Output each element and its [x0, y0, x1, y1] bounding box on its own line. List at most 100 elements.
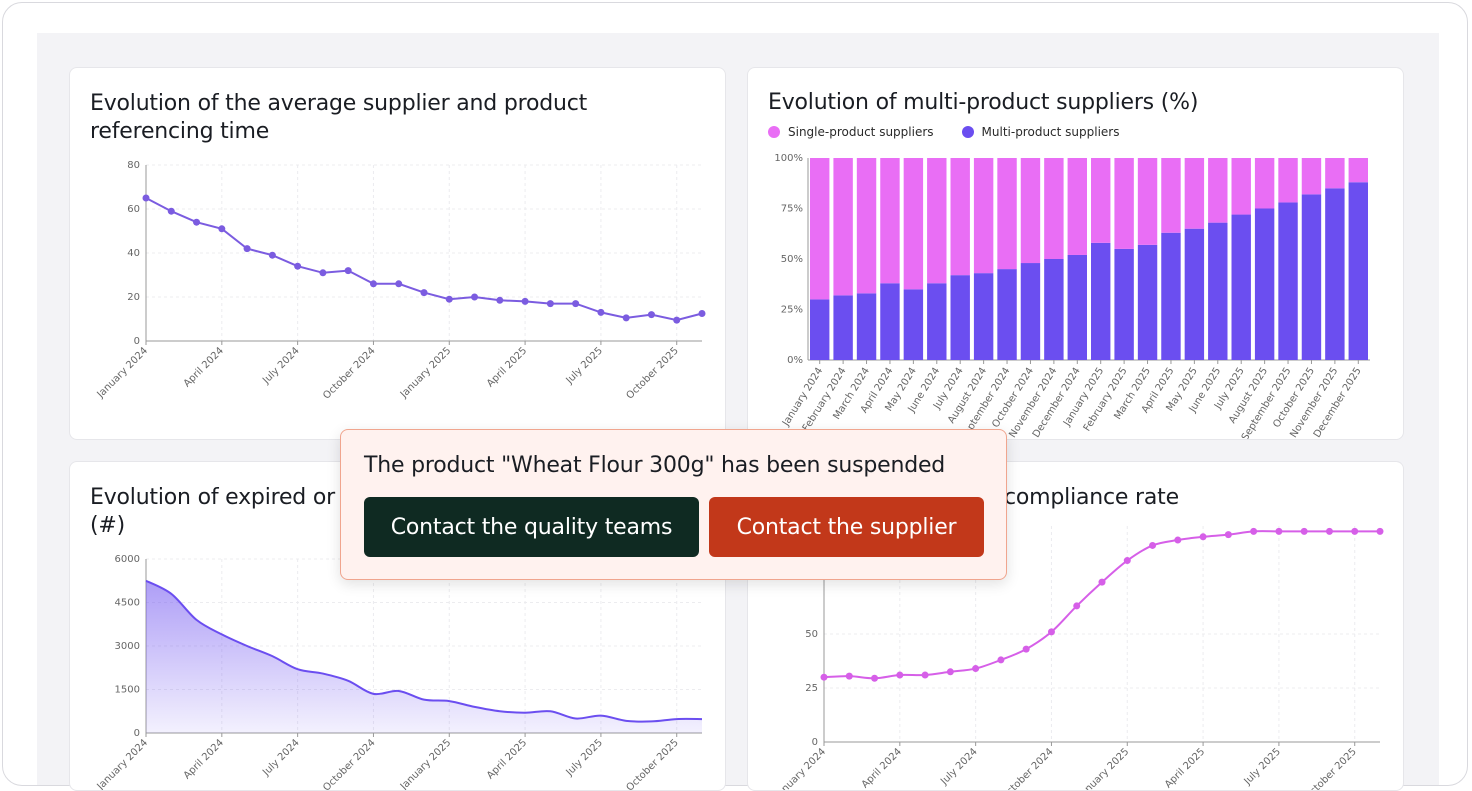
compliance-title: compliance rate: [1004, 485, 1179, 510]
data-point: [820, 673, 828, 681]
data-point: [1275, 527, 1283, 535]
x-tick-label: October 2024: [321, 345, 377, 401]
data-point: [344, 267, 352, 275]
bar-single-product: [1091, 158, 1111, 243]
data-point: [1351, 527, 1359, 535]
data-point: [193, 218, 201, 226]
x-tick-label: July 2025: [564, 345, 605, 386]
y-tick-label: 80: [127, 160, 140, 171]
bar-single-product: [1325, 158, 1345, 189]
bar-single-product: [1254, 158, 1275, 209]
referencing-title-line2: referencing time: [90, 119, 270, 144]
legend-multi-product[interactable]: Multi-product suppliers: [961, 125, 1120, 139]
y-tick-label: 3000: [115, 641, 140, 652]
x-tick-label: October 2025: [1303, 746, 1359, 791]
x-tick-label: April 2025: [485, 737, 529, 781]
bar-multi-product: [833, 295, 853, 360]
bar-multi-product: [1044, 259, 1064, 360]
y-tick-label: 20: [127, 292, 140, 303]
data-point: [921, 671, 929, 679]
data-point: [1098, 578, 1106, 586]
multi-product-title: Evolution of multi-product suppliers (%): [768, 90, 1199, 115]
bar-single-product: [810, 158, 830, 300]
y-tick-label: 100%: [774, 153, 803, 164]
x-tick-label: July 2024: [260, 737, 301, 778]
data-point: [1047, 628, 1055, 636]
x-tick-label: January 2025: [1076, 746, 1132, 791]
data-point: [845, 672, 853, 680]
data-point: [471, 293, 479, 301]
x-tick-label: July 2024: [260, 345, 301, 386]
expired-title-line2: (#): [90, 513, 125, 538]
bar-single-product: [1044, 158, 1064, 259]
data-point: [1149, 541, 1157, 549]
data-point: [1199, 533, 1207, 541]
referencing-title-line1: Evolution of the average supplier and pr…: [90, 91, 588, 116]
legend-multi-dot: [961, 126, 974, 138]
x-tick-label: October 2025: [625, 737, 681, 791]
x-tick-label: January 2025: [398, 737, 454, 791]
data-point: [1073, 602, 1081, 610]
y-tick-label: 40: [127, 248, 140, 259]
legend-single-product[interactable]: Single-product suppliers: [768, 125, 934, 139]
data-point: [268, 251, 276, 259]
bar-multi-product: [1067, 254, 1087, 360]
y-tick-label: 0: [134, 728, 140, 739]
data-point: [647, 311, 655, 319]
bar-multi-product: [1091, 242, 1111, 360]
data-point: [369, 280, 377, 288]
bar-multi-product: [1114, 248, 1134, 360]
data-point: [597, 308, 605, 316]
x-tick-label: July 2025: [564, 737, 605, 778]
bar-single-product: [1208, 158, 1228, 223]
suspension-message: The product "Wheat Flour 300g" has been …: [364, 453, 946, 478]
contact-quality-teams-button[interactable]: Contact the quality teams: [364, 497, 699, 557]
data-point: [496, 296, 504, 304]
multi-product-legend: Single-product suppliers Multi-product s…: [768, 125, 1120, 139]
data-point: [1300, 527, 1308, 535]
y-tick-label: 75%: [781, 204, 803, 215]
data-point: [622, 314, 630, 322]
data-point: [521, 297, 529, 305]
bar-multi-product: [856, 293, 877, 360]
bar-multi-product: [1325, 188, 1345, 360]
data-point: [673, 316, 681, 324]
bar-multi-product: [903, 289, 924, 360]
x-tick-label: April 2025: [485, 345, 529, 389]
suspension-notification: The product "Wheat Flour 300g" has been …: [340, 429, 1007, 580]
data-point: [1174, 536, 1182, 544]
data-point: [871, 674, 879, 682]
bar-single-product: [973, 158, 994, 274]
x-tick-label: January 2024: [773, 746, 829, 791]
series-line: [145, 579, 703, 723]
x-tick-label: April 2024: [182, 737, 226, 781]
data-point: [142, 194, 150, 202]
referencing-time-chart: 0 20 40 60 80 January 2024 April 2024 July 2024…: [95, 160, 706, 402]
data-point: [1325, 527, 1333, 535]
data-point: [546, 300, 554, 308]
expired-title: Evolution of expired or (#): [90, 484, 335, 540]
x-tick-label: April 2025: [1163, 746, 1207, 790]
y-tick-label: 50%: [781, 254, 803, 265]
y-tick-label: 4500: [115, 598, 140, 609]
expired-title-line1: Evolution of expired or: [90, 485, 335, 510]
bar-multi-product: [1137, 244, 1158, 360]
x-tick-label: January 2024: [95, 737, 151, 791]
data-point: [698, 310, 706, 317]
y-tick-label: 1500: [115, 685, 140, 696]
data-point: [997, 656, 1005, 664]
y-tick-label: 50: [805, 629, 818, 640]
bar-single-product: [856, 158, 877, 294]
series-area: [146, 580, 702, 733]
data-point: [1376, 527, 1384, 535]
data-point: [572, 300, 580, 308]
x-tick-label: October 2024: [321, 737, 377, 791]
x-tick-label: January 2024: [95, 345, 151, 401]
contact-supplier-button[interactable]: Contact the supplier: [709, 497, 984, 557]
compliance-card: compliance rate 0 25 50 January 2024 April 2…: [747, 461, 1404, 791]
bar-single-product: [1301, 158, 1322, 195]
bar-multi-product: [1208, 222, 1228, 360]
bar-multi-product: [997, 269, 1017, 360]
bar-single-product: [833, 158, 853, 296]
data-point: [167, 207, 175, 215]
